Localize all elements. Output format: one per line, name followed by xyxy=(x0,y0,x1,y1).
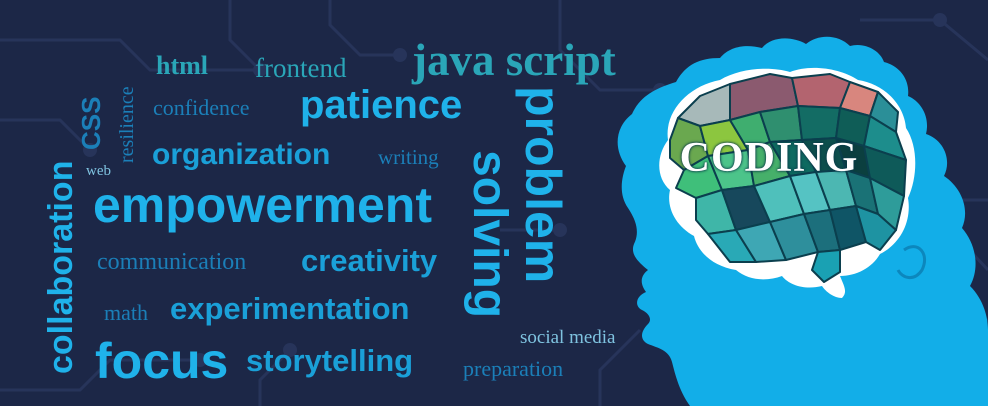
word-creativity: creativity xyxy=(301,243,438,278)
word-preparation: preparation xyxy=(463,356,564,381)
word-focus: focus xyxy=(95,333,229,389)
ear-detail xyxy=(896,245,927,279)
brain-mosaic xyxy=(669,73,907,283)
word-javascript: java script xyxy=(412,35,616,85)
word-patience: patience xyxy=(300,83,463,127)
word-web: web xyxy=(86,163,111,179)
word-experimentation: experimentation xyxy=(170,291,410,326)
word-communication: communication xyxy=(97,249,247,275)
word-confidence: confidence xyxy=(153,95,250,120)
word-html: html xyxy=(156,51,208,80)
word-writing: writing xyxy=(378,145,439,169)
word-frontend: frontend xyxy=(255,53,347,83)
word-storytelling: storytelling xyxy=(246,343,414,378)
word-social-media: social media xyxy=(520,327,616,348)
word-math: math xyxy=(104,300,148,325)
word-empowerment: empowerment xyxy=(93,177,432,233)
word-organization: organization xyxy=(152,138,331,171)
brain-label: CODING xyxy=(679,135,859,181)
